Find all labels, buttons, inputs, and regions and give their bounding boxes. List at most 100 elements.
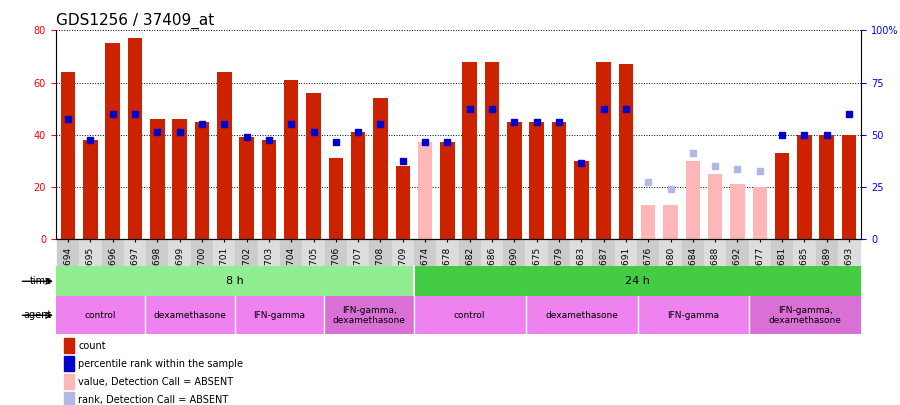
- Bar: [374, 98, 388, 239]
- Bar: [574, 161, 589, 239]
- Bar: [351, 132, 365, 239]
- Bar: [526, 296, 637, 334]
- Bar: [61, 72, 76, 239]
- Bar: [64, 338, 75, 353]
- Bar: [217, 72, 231, 239]
- Text: dexamethasone: dexamethasone: [154, 311, 227, 320]
- Bar: [325, 239, 347, 301]
- Bar: [302, 239, 325, 301]
- Text: percentile rank within the sample: percentile rank within the sample: [78, 359, 243, 369]
- Bar: [146, 239, 168, 301]
- Bar: [618, 64, 633, 239]
- Bar: [726, 239, 749, 301]
- Bar: [64, 374, 75, 389]
- Text: IFN-gamma,
dexamethasone: IFN-gamma, dexamethasone: [769, 306, 842, 325]
- Bar: [257, 239, 280, 301]
- Text: 24 h: 24 h: [626, 276, 650, 286]
- Bar: [637, 296, 750, 334]
- Bar: [459, 239, 481, 301]
- Text: GDS1256 / 37409_at: GDS1256 / 37409_at: [56, 13, 214, 29]
- Bar: [771, 239, 793, 301]
- Bar: [418, 143, 432, 239]
- Bar: [507, 122, 522, 239]
- Bar: [173, 119, 187, 239]
- Text: time: time: [30, 276, 52, 286]
- Bar: [262, 140, 276, 239]
- Text: value, Detection Call = ABSENT: value, Detection Call = ABSENT: [78, 377, 233, 387]
- Bar: [548, 239, 570, 301]
- Text: 8 h: 8 h: [226, 276, 244, 286]
- Bar: [64, 356, 75, 371]
- Text: IFN-gamma: IFN-gamma: [668, 311, 719, 320]
- Bar: [793, 239, 815, 301]
- Bar: [347, 239, 369, 301]
- Bar: [750, 296, 861, 334]
- Bar: [775, 153, 789, 239]
- Bar: [552, 122, 566, 239]
- Bar: [797, 134, 812, 239]
- Bar: [463, 62, 477, 239]
- Bar: [526, 239, 548, 301]
- Bar: [56, 296, 145, 334]
- Bar: [83, 140, 97, 239]
- Bar: [124, 239, 146, 301]
- Bar: [681, 239, 704, 301]
- Bar: [641, 205, 655, 239]
- Bar: [57, 239, 79, 301]
- Bar: [395, 166, 410, 239]
- Bar: [236, 239, 257, 301]
- Bar: [570, 239, 592, 301]
- Bar: [213, 239, 236, 301]
- Bar: [414, 266, 861, 296]
- Bar: [414, 296, 526, 334]
- Bar: [597, 62, 611, 239]
- Bar: [280, 239, 302, 301]
- Bar: [838, 239, 860, 301]
- Text: IFN-gamma,
dexamethasone: IFN-gamma, dexamethasone: [333, 306, 406, 325]
- Bar: [730, 184, 744, 239]
- Bar: [105, 43, 120, 239]
- Bar: [485, 62, 500, 239]
- Bar: [660, 239, 681, 301]
- Bar: [306, 93, 320, 239]
- Bar: [440, 143, 454, 239]
- Bar: [191, 239, 213, 301]
- Bar: [102, 239, 124, 301]
- Bar: [328, 158, 343, 239]
- Bar: [128, 38, 142, 239]
- Bar: [79, 239, 102, 301]
- Bar: [481, 239, 503, 301]
- Bar: [820, 134, 834, 239]
- Bar: [686, 161, 700, 239]
- Bar: [414, 239, 436, 301]
- Bar: [704, 239, 726, 301]
- Bar: [592, 239, 615, 301]
- Text: control: control: [454, 311, 485, 320]
- Bar: [324, 296, 414, 334]
- Bar: [56, 266, 414, 296]
- Bar: [815, 239, 838, 301]
- Bar: [708, 174, 723, 239]
- Bar: [145, 296, 235, 334]
- Text: count: count: [78, 341, 106, 351]
- Bar: [64, 392, 75, 405]
- Text: IFN-gamma: IFN-gamma: [254, 311, 306, 320]
- Bar: [168, 239, 191, 301]
- Bar: [842, 134, 856, 239]
- Bar: [194, 122, 209, 239]
- Text: control: control: [85, 311, 116, 320]
- Bar: [150, 119, 165, 239]
- Text: agent: agent: [23, 310, 52, 320]
- Bar: [239, 137, 254, 239]
- Bar: [436, 239, 459, 301]
- Bar: [752, 187, 767, 239]
- Text: rank, Detection Call = ABSENT: rank, Detection Call = ABSENT: [78, 395, 229, 405]
- Bar: [284, 80, 299, 239]
- Bar: [663, 205, 678, 239]
- Text: dexamethasone: dexamethasone: [545, 311, 618, 320]
- Bar: [637, 239, 660, 301]
- Bar: [369, 239, 392, 301]
- Bar: [235, 296, 324, 334]
- Bar: [529, 122, 544, 239]
- Bar: [392, 239, 414, 301]
